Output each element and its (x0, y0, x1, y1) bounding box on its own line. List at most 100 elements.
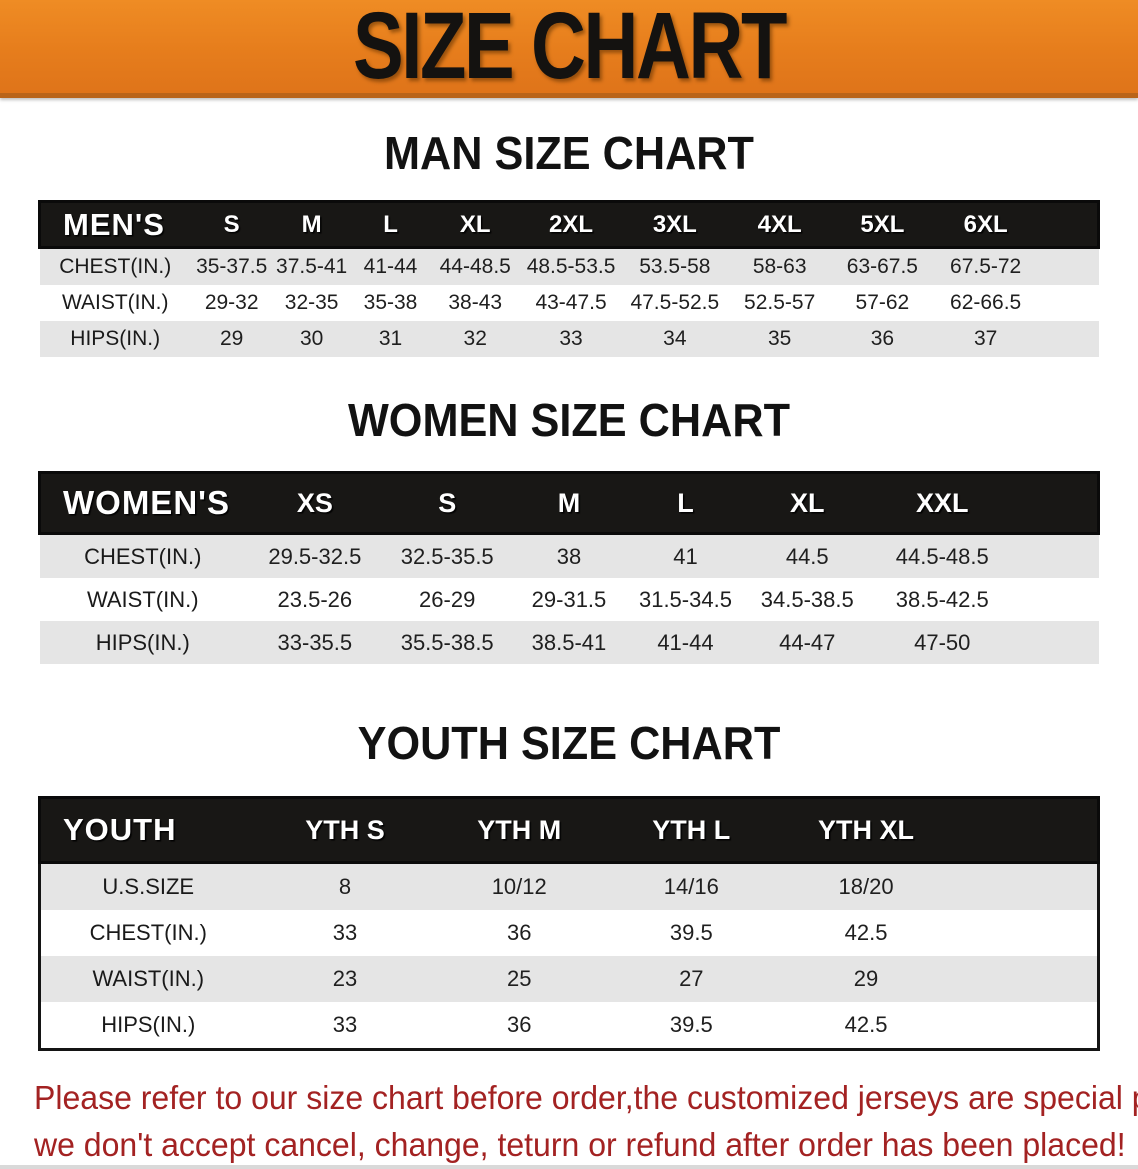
section-youth: YOUTH SIZE CHART YOUTH YTH S YTH M YTH L YTH… (0, 720, 1138, 1051)
table-row: WAIST(IN.) 23.5-26 26-29 29-31.5 31.5-34.5 34… (39, 578, 1099, 621)
value-cell: 33 (255, 1002, 435, 1051)
value-cell: 34 (663, 327, 687, 350)
column-header: L (350, 200, 431, 249)
table-header-row: MEN'S S M L XL 2XL 3XL 4XL 5XL 6XL (37, 200, 1101, 249)
youth-section-heading: YOUTH SIZE CHART (357, 717, 781, 769)
value-cell: 33 (332, 920, 358, 945)
value-cell: 41-44 (657, 629, 714, 655)
column-header: 4XL (727, 200, 832, 249)
row-label: CHEST(IN.) (84, 543, 202, 569)
value-cell: 62-66.5 (950, 291, 1022, 314)
value-cell: 43-47.5 (535, 291, 607, 314)
value-cell: 14/16 (663, 874, 719, 899)
spacer-cell (1014, 621, 1099, 664)
spacer-cell (953, 863, 1098, 911)
value-cell: 47-50 (914, 629, 971, 655)
value-cell: 29-31.5 (531, 586, 607, 612)
value-cell: 47.5-52.5 (630, 291, 720, 314)
value-cell: 37.5-41 (276, 255, 348, 278)
table-row: WAIST(IN.) 23 25 27 29 (39, 956, 1099, 1002)
table-row: HIPS(IN.) 33-35.5 35.5-38.5 38.5-41 41-44 44-… (39, 621, 1099, 664)
value-cell: 33 (559, 327, 583, 350)
value-cell: 38 (556, 543, 582, 569)
spacer-cell (953, 910, 1098, 956)
banner-title: SIZE CHART (353, 0, 787, 99)
value-cell: 31.5-34.5 (638, 586, 732, 612)
column-header: YTH S (255, 796, 435, 864)
spacer-cell (1014, 534, 1099, 579)
column-header: YTH XL (778, 796, 954, 864)
column-header: 6XL (933, 200, 1039, 249)
table-row: HIPS(IN.) 29 30 31 32 33 34 35 36 37 (39, 321, 1099, 357)
size-chart-banner: SIZE CHART (0, 0, 1138, 98)
value-cell: 44-47 (779, 629, 836, 655)
row-label: WAIST(IN.) (86, 586, 199, 612)
value-cell: 38-43 (448, 291, 503, 314)
column-header: S (190, 200, 273, 249)
value-cell: 38.5-41 (531, 629, 607, 655)
column-header: XS (246, 471, 384, 535)
value-cell: 35 (767, 327, 792, 350)
value-cell: 36 (506, 920, 532, 945)
value-cell: 27 (679, 966, 704, 991)
table-group-label: MEN'S (37, 200, 191, 249)
value-cell: 58-63 (752, 255, 807, 278)
table-row: HIPS(IN.) 33 36 39.5 42.5 (39, 1002, 1099, 1051)
column-header: S (383, 471, 511, 535)
column-header: YTH L (603, 796, 779, 864)
section-women: WOMEN SIZE CHART WOMEN'S XS S M L XL XXL CHEST(… (0, 397, 1138, 664)
value-cell: 34.5-38.5 (760, 586, 854, 612)
value-cell: 63-67.5 (846, 255, 918, 278)
value-cell: 35.5-38.5 (400, 629, 494, 655)
value-cell: 18/20 (838, 874, 894, 899)
value-cell: 31 (378, 327, 403, 350)
column-header: XXL (870, 471, 1014, 535)
women-size-table: WOMEN'S XS S M L XL XXL CHEST(IN.) 29.5-32.5 32.5… (38, 471, 1100, 664)
value-cell: 35-37.5 (196, 255, 268, 278)
row-label: CHEST(IN.) (59, 255, 172, 278)
column-header: 5XL (831, 200, 934, 249)
value-cell: 32.5-35.5 (400, 543, 494, 569)
row-label: WAIST(IN.) (61, 291, 169, 314)
table-header-row: WOMEN'S XS S M L XL XXL (38, 471, 1100, 535)
value-cell: 8 (338, 874, 352, 899)
column-header: YTH M (434, 796, 604, 864)
men-section-heading: MAN SIZE CHART (384, 127, 754, 179)
value-cell: 44.5 (785, 543, 829, 569)
value-cell: 44-48.5 (439, 255, 511, 278)
column-header: XL (430, 200, 521, 249)
spacer-cell (953, 796, 1101, 864)
value-cell: 53.5-58 (639, 255, 711, 278)
value-cell: 41-44 (363, 255, 418, 278)
value-cell: 48.5-53.5 (526, 255, 616, 278)
value-cell: 32-35 (284, 291, 339, 314)
section-men: MAN SIZE CHART MEN'S S M L XL 2XL 3XL 4XL 5XL 6XL… (0, 130, 1138, 357)
table-row: CHEST(IN.) 29.5-32.5 32.5-35.5 38 41 44.5 44.5… (39, 533, 1099, 579)
spacer-cell (953, 1002, 1099, 1051)
value-cell: 26-29 (419, 586, 476, 612)
table-row: CHEST(IN.) 33 36 39.5 42.5 (39, 910, 1099, 956)
spacer-cell (1038, 200, 1101, 249)
value-cell: 33-35.5 (277, 629, 353, 655)
value-cell: 25 (506, 966, 532, 991)
value-cell: 36 (434, 1002, 604, 1051)
value-cell: 67.5-72 (950, 255, 1022, 278)
value-cell: 41 (673, 543, 698, 569)
spacer-cell (1038, 248, 1098, 286)
value-cell: 29-32 (204, 291, 259, 314)
value-cell: 29 (220, 327, 244, 350)
value-cell: 57-62 (855, 291, 910, 314)
spacer-cell (1038, 285, 1098, 321)
table-row: CHEST(IN.) 35-37.5 37.5-41 41-44 44-48.5 48.5… (39, 247, 1099, 286)
row-label: HIPS(IN.) (95, 629, 190, 655)
table-row: WAIST(IN.) 29-32 32-35 35-38 38-43 43-47.5 47.… (39, 285, 1099, 321)
column-header: 3XL (621, 200, 728, 249)
table-row: U.S.SIZE 8 10/12 14/16 18/20 (39, 862, 1099, 911)
column-header: L (627, 471, 744, 535)
value-cell: 35-38 (363, 291, 418, 314)
spacer-cell (1013, 471, 1100, 535)
spacer-cell (1014, 578, 1099, 621)
value-cell: 39.5 (669, 920, 713, 945)
table-group-label: YOUTH (37, 796, 256, 864)
disclaimer-text: Please refer to our size chart before or… (34, 1075, 1138, 1169)
